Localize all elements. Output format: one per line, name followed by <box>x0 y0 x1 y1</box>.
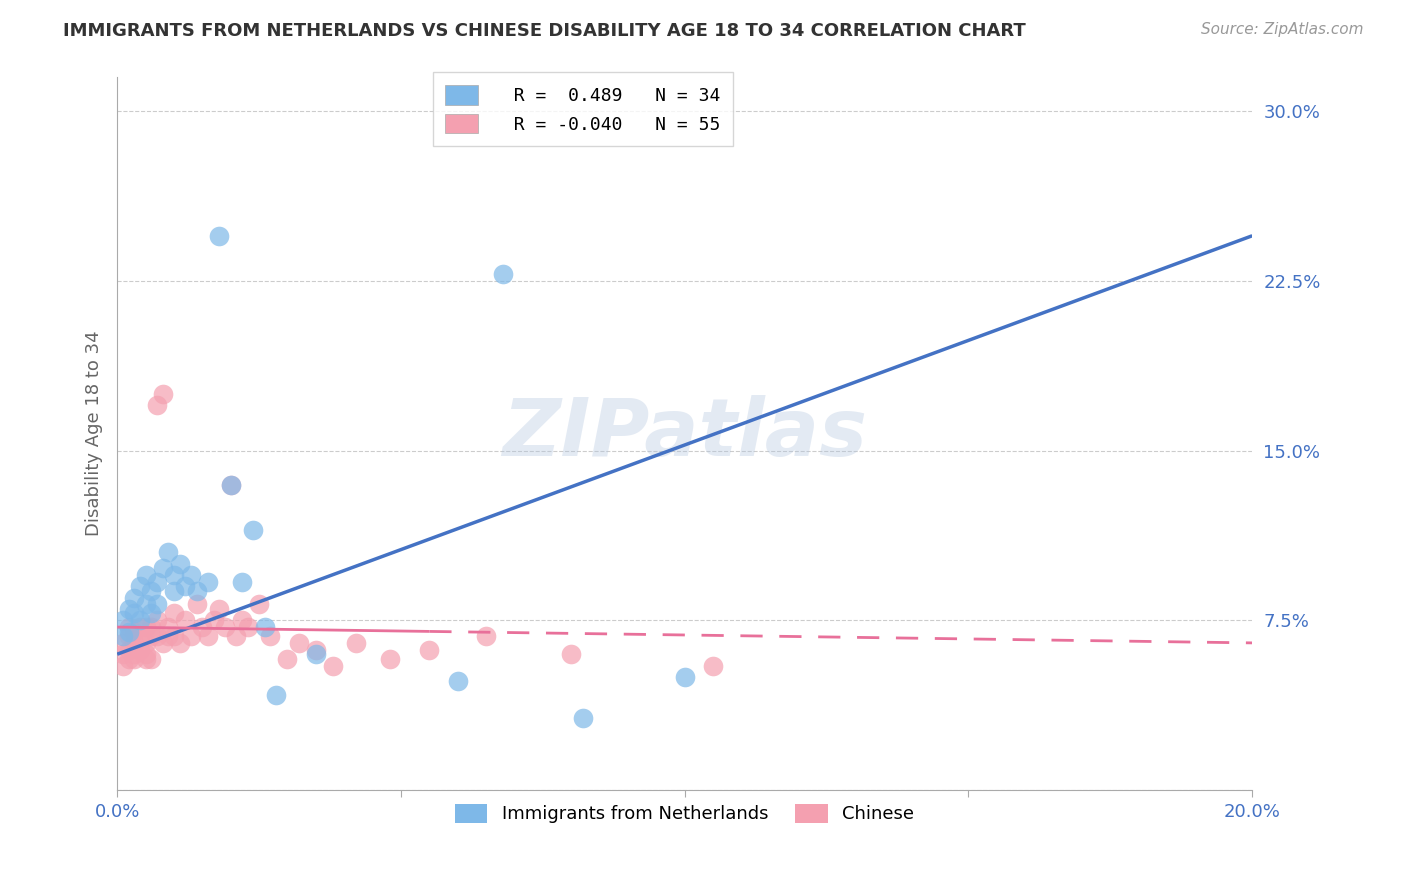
Point <box>169 636 191 650</box>
Point <box>169 557 191 571</box>
Point <box>259 629 281 643</box>
Point <box>146 613 169 627</box>
Point <box>231 574 253 589</box>
Point <box>128 642 150 657</box>
Point <box>146 398 169 412</box>
Point <box>322 658 344 673</box>
Point <box>128 613 150 627</box>
Point <box>174 579 197 593</box>
Point <box>117 642 139 657</box>
Point <box>180 568 202 582</box>
Point <box>163 583 186 598</box>
Point <box>418 642 440 657</box>
Point <box>571 710 593 724</box>
Point <box>122 636 145 650</box>
Point <box>117 629 139 643</box>
Point <box>111 629 134 643</box>
Point <box>214 620 236 634</box>
Point <box>141 651 163 665</box>
Point <box>225 629 247 643</box>
Y-axis label: Disability Age 18 to 34: Disability Age 18 to 34 <box>86 331 103 536</box>
Point <box>122 624 145 639</box>
Point <box>157 629 180 643</box>
Text: ZIPatlas: ZIPatlas <box>502 394 868 473</box>
Point <box>128 620 150 634</box>
Point <box>242 523 264 537</box>
Point <box>117 620 139 634</box>
Point <box>202 613 225 627</box>
Point <box>208 602 231 616</box>
Point <box>152 636 174 650</box>
Point <box>475 629 498 643</box>
Point <box>191 620 214 634</box>
Point <box>141 607 163 621</box>
Point <box>264 688 287 702</box>
Point <box>122 647 145 661</box>
Text: Source: ZipAtlas.com: Source: ZipAtlas.com <box>1201 22 1364 37</box>
Point <box>135 651 157 665</box>
Point <box>378 651 401 665</box>
Point <box>135 647 157 661</box>
Point <box>135 620 157 634</box>
Point <box>492 267 515 281</box>
Point <box>305 647 328 661</box>
Point <box>117 602 139 616</box>
Point <box>231 613 253 627</box>
Point <box>673 670 696 684</box>
Point <box>186 598 208 612</box>
Point <box>247 598 270 612</box>
Point <box>163 629 186 643</box>
Point <box>152 561 174 575</box>
Legend: Immigrants from Netherlands, Chinese: Immigrants from Netherlands, Chinese <box>444 793 925 834</box>
Point <box>208 228 231 243</box>
Point <box>128 579 150 593</box>
Point <box>141 629 163 643</box>
Point <box>702 658 724 673</box>
Point <box>219 477 242 491</box>
Point <box>122 591 145 605</box>
Point <box>117 651 139 665</box>
Point <box>344 636 367 650</box>
Point <box>174 613 197 627</box>
Point <box>122 607 145 621</box>
Point <box>111 613 134 627</box>
Point <box>288 636 311 650</box>
Point <box>146 574 169 589</box>
Point <box>157 545 180 559</box>
Point <box>197 574 219 589</box>
Point <box>128 629 150 643</box>
Point <box>146 598 169 612</box>
Point <box>146 629 169 643</box>
Text: IMMIGRANTS FROM NETHERLANDS VS CHINESE DISABILITY AGE 18 TO 34 CORRELATION CHART: IMMIGRANTS FROM NETHERLANDS VS CHINESE D… <box>63 22 1026 40</box>
Point <box>135 636 157 650</box>
Point <box>152 387 174 401</box>
Point <box>111 647 134 661</box>
Point <box>122 651 145 665</box>
Point <box>163 568 186 582</box>
Point <box>180 629 202 643</box>
Point <box>135 598 157 612</box>
Point <box>253 620 276 634</box>
Point <box>135 568 157 582</box>
Text: 20.0%: 20.0% <box>1223 803 1281 821</box>
Point <box>560 647 582 661</box>
Point <box>111 658 134 673</box>
Point <box>305 642 328 657</box>
Point <box>276 651 298 665</box>
Point <box>163 607 186 621</box>
Point <box>117 624 139 639</box>
Point <box>186 583 208 598</box>
Point <box>141 620 163 634</box>
Point <box>219 477 242 491</box>
Point <box>157 620 180 634</box>
Text: 0.0%: 0.0% <box>94 803 139 821</box>
Point <box>447 674 470 689</box>
Point <box>111 636 134 650</box>
Point <box>141 583 163 598</box>
Point <box>236 620 259 634</box>
Point <box>197 629 219 643</box>
